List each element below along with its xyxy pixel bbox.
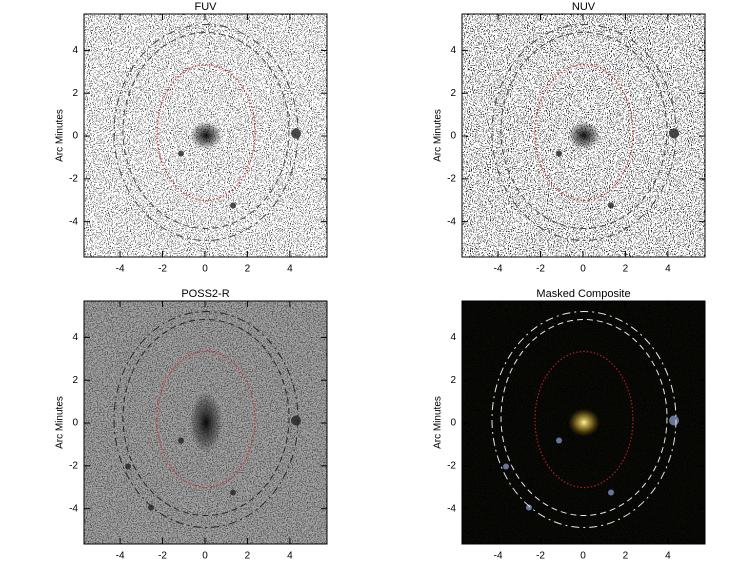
x-tick-label: 0 <box>580 264 586 275</box>
x-tick-label: 2 <box>623 264 629 275</box>
y-tick-label: -4 <box>447 503 456 514</box>
star <box>503 463 509 470</box>
panel-title: POSS2-R <box>181 288 229 300</box>
outer-ellipse <box>500 32 668 229</box>
x-tick-label: -4 <box>116 264 125 275</box>
outer-ellipse <box>113 311 299 528</box>
y-tick-label: 0 <box>72 418 78 429</box>
y-axis-label: Arc Minutes <box>55 109 66 162</box>
x-tick-label: 2 <box>623 551 629 562</box>
y-tick-label: 4 <box>450 45 456 56</box>
star <box>608 489 614 496</box>
y-axis-label: Arc Minutes <box>55 396 66 449</box>
axes-frame <box>83 300 328 545</box>
star <box>148 504 154 511</box>
y-tick-label: -4 <box>69 503 78 514</box>
x-tick-label: 0 <box>580 551 586 562</box>
star <box>178 437 184 444</box>
star <box>669 415 679 426</box>
star <box>178 150 184 157</box>
outer-ellipse <box>122 32 290 229</box>
star <box>556 150 562 157</box>
star <box>556 437 562 444</box>
star <box>291 415 301 426</box>
outer-ellipse <box>491 24 677 241</box>
y-tick-label: -4 <box>447 216 456 227</box>
x-tick-label: -2 <box>536 264 545 275</box>
y-tick-label: 0 <box>450 418 456 429</box>
y-tick-label: -4 <box>69 216 78 227</box>
y-tick-label: -2 <box>69 173 78 184</box>
y-tick-label: 2 <box>72 375 78 386</box>
y-tick-label: -2 <box>447 460 456 471</box>
x-tick-label: -2 <box>158 551 167 562</box>
star <box>608 202 614 209</box>
galaxy-core <box>568 121 600 150</box>
outer-ellipse <box>122 319 290 516</box>
star <box>291 128 301 139</box>
inner-ellipse <box>156 63 256 202</box>
panel: -4 -2 0 2 4 -4 -2 0 2 4 FUV Arc Minutes <box>55 1 328 275</box>
star <box>526 504 532 511</box>
sky-image <box>462 14 705 257</box>
x-tick-label: 2 <box>245 264 251 275</box>
y-tick-label: -2 <box>69 460 78 471</box>
panel: -4 -2 0 2 4 -4 -2 0 2 4 POSS2-R Arc Minutes <box>55 288 328 562</box>
y-tick-label: 0 <box>450 131 456 142</box>
x-tick-label: -4 <box>494 551 503 562</box>
y-axis-label: Arc Minutes <box>433 396 444 449</box>
x-tick-label: 4 <box>287 551 293 562</box>
axes-frame <box>461 300 706 545</box>
panel: -4 -2 0 2 4 -4 -2 0 2 4 NUV Arc Minutes <box>433 1 706 275</box>
panel-title: NUV <box>572 1 596 13</box>
y-tick-label: 4 <box>450 332 456 343</box>
outer-ellipse <box>500 319 668 516</box>
inner-ellipse <box>156 350 256 489</box>
x-tick-label: -2 <box>536 551 545 562</box>
star <box>230 489 236 496</box>
y-tick-label: 2 <box>72 88 78 99</box>
y-tick-label: 2 <box>450 375 456 386</box>
outer-ellipse <box>491 311 677 528</box>
y-axis-label: Arc Minutes <box>433 109 444 162</box>
x-tick-label: 0 <box>202 551 208 562</box>
x-tick-label: 0 <box>202 264 208 275</box>
x-tick-label: -4 <box>494 264 503 275</box>
x-tick-label: -4 <box>116 551 125 562</box>
galaxy-core <box>190 392 222 453</box>
panel: -4 -2 0 2 4 -4 -2 0 2 4 Masked Composite Arc Minute… <box>433 288 706 562</box>
y-tick-label: 4 <box>72 332 78 343</box>
x-tick-label: 4 <box>665 551 671 562</box>
galaxy-core <box>568 408 600 437</box>
star <box>125 463 131 470</box>
sky-image <box>462 301 705 544</box>
sky-image <box>84 14 327 257</box>
axes-frame <box>83 13 328 258</box>
galaxy-core <box>190 121 222 150</box>
x-tick-label: -2 <box>158 264 167 275</box>
y-tick-label: 2 <box>450 88 456 99</box>
x-tick-label: 4 <box>665 264 671 275</box>
star <box>230 202 236 209</box>
panel-title: FUV <box>195 1 218 13</box>
outer-ellipse <box>113 24 299 241</box>
y-tick-label: -2 <box>447 173 456 184</box>
inner-ellipse <box>534 63 634 202</box>
y-tick-label: 0 <box>72 131 78 142</box>
x-tick-label: 2 <box>245 551 251 562</box>
y-tick-label: 4 <box>72 45 78 56</box>
axes-frame <box>461 13 706 258</box>
inner-ellipse <box>534 350 634 489</box>
x-tick-label: 4 <box>287 264 293 275</box>
panel-title: Masked Composite <box>536 288 630 300</box>
star <box>669 128 679 139</box>
sky-image <box>84 301 327 544</box>
